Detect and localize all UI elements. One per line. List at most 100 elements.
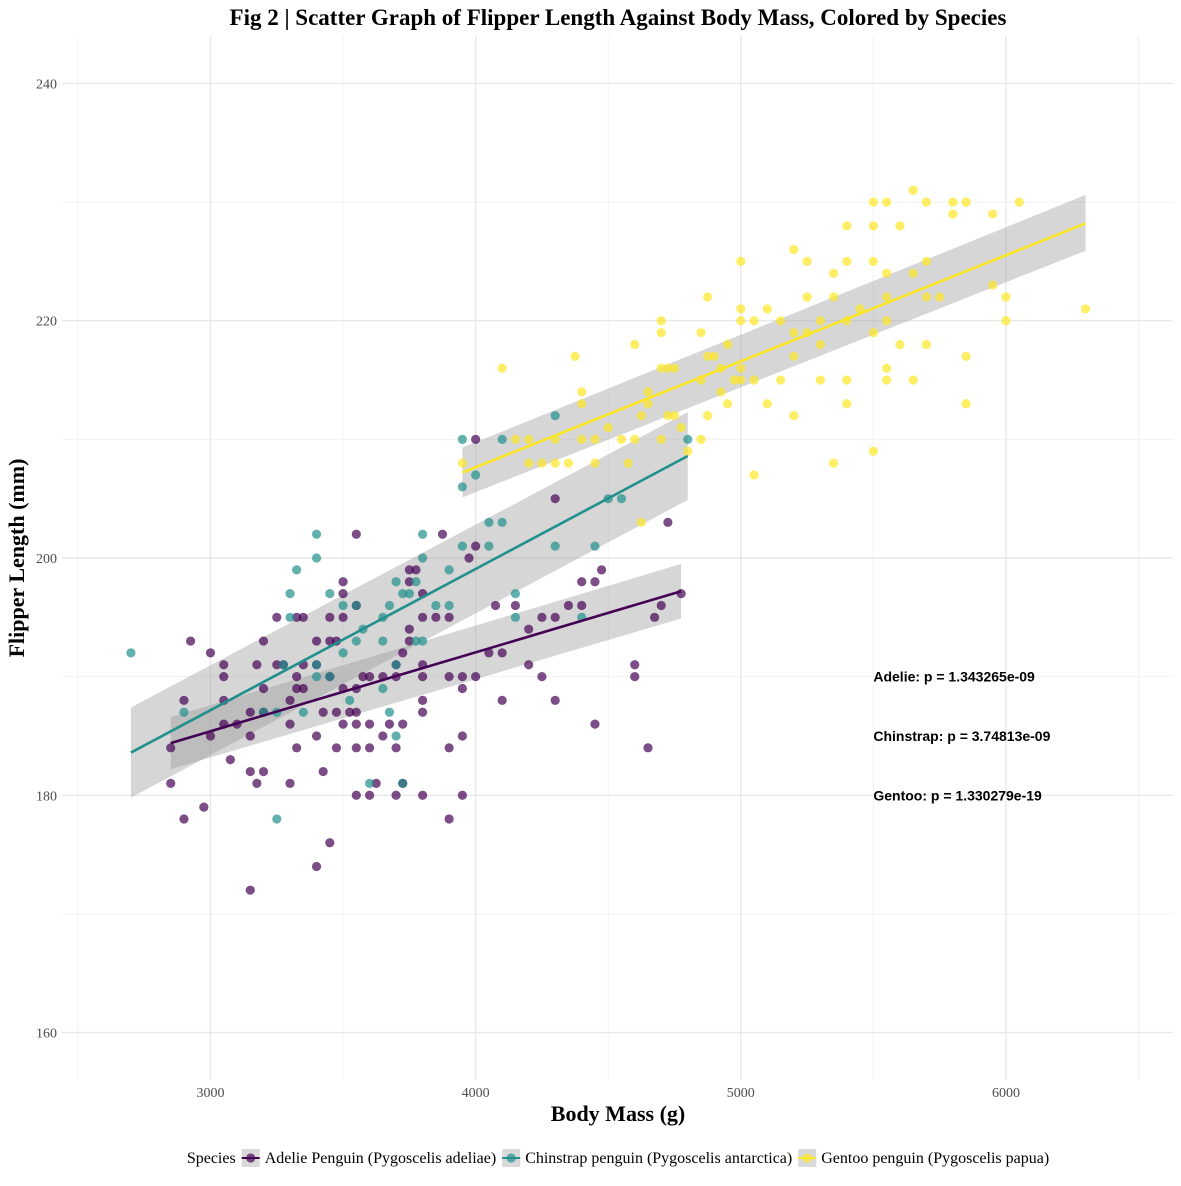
regression-line-1 xyxy=(130,454,689,754)
data-point xyxy=(351,529,361,539)
data-point xyxy=(709,351,719,361)
data-point xyxy=(311,861,322,872)
data-point xyxy=(630,672,640,682)
data-point xyxy=(384,600,395,611)
x-tick-label: 3000 xyxy=(196,1086,224,1101)
data-point xyxy=(656,316,666,326)
data-point xyxy=(437,529,448,539)
data-point xyxy=(736,316,746,326)
data-point xyxy=(338,588,348,599)
data-point xyxy=(205,731,216,741)
data-point xyxy=(868,327,878,338)
data-point xyxy=(663,363,673,373)
data-point xyxy=(364,743,375,753)
data-point xyxy=(444,814,454,824)
data-point xyxy=(669,411,680,421)
data-point xyxy=(311,731,322,741)
data-point xyxy=(278,660,289,670)
data-point xyxy=(338,577,348,587)
data-point xyxy=(563,600,574,611)
data-point xyxy=(351,636,361,646)
data-point xyxy=(318,707,328,717)
data-point xyxy=(444,600,454,611)
legend-key-0 xyxy=(241,1149,260,1167)
data-point xyxy=(988,209,998,219)
data-point xyxy=(510,600,521,611)
legend-key-point xyxy=(506,1153,516,1163)
data-point xyxy=(311,553,322,563)
data-point xyxy=(219,660,229,670)
data-point xyxy=(391,790,401,800)
data-point xyxy=(298,707,308,717)
legend-key-2 xyxy=(798,1149,817,1167)
data-point xyxy=(464,553,474,563)
data-point xyxy=(418,695,428,705)
data-point xyxy=(391,660,401,670)
legend-key-1 xyxy=(502,1149,521,1167)
data-point xyxy=(471,470,481,480)
data-point xyxy=(285,612,295,622)
data-point xyxy=(285,778,295,789)
data-point xyxy=(298,683,308,694)
data-point xyxy=(630,434,640,444)
data-point xyxy=(444,565,454,575)
data-point xyxy=(398,778,408,789)
data-point xyxy=(842,221,852,231)
legend-key-point xyxy=(802,1153,812,1163)
data-point xyxy=(882,375,892,385)
data-point xyxy=(272,660,282,670)
p-value-annotation: Adelie: p = 1.343265e-09 xyxy=(873,669,1035,685)
legend-title: Species xyxy=(187,1150,236,1167)
legend-label: Chinstrap penguin (Pygoscelis antarctica… xyxy=(525,1150,792,1167)
data-point xyxy=(298,612,308,622)
data-point xyxy=(252,660,262,670)
data-point xyxy=(471,672,481,682)
data-point xyxy=(749,470,759,480)
data-point xyxy=(398,588,408,599)
data-point xyxy=(444,672,454,682)
data-point xyxy=(364,790,375,800)
data-point xyxy=(1080,304,1091,314)
data-point xyxy=(882,292,892,302)
major-gridlines xyxy=(62,36,1173,1080)
data-point xyxy=(331,743,342,753)
data-point xyxy=(126,648,136,658)
data-point xyxy=(431,612,441,622)
data-point xyxy=(497,434,507,444)
data-point xyxy=(258,766,269,777)
data-point xyxy=(245,731,255,741)
data-point xyxy=(325,588,335,599)
data-point xyxy=(961,197,971,207)
data-point xyxy=(537,458,547,468)
data-point xyxy=(484,517,494,528)
data-point xyxy=(484,541,494,551)
data-point xyxy=(404,588,414,599)
data-point xyxy=(457,672,467,682)
data-point xyxy=(497,648,507,658)
data-point xyxy=(398,719,408,729)
x-tick-label: 6000 xyxy=(992,1086,1020,1101)
data-point xyxy=(656,434,666,444)
data-point xyxy=(524,660,534,670)
data-point xyxy=(325,636,335,646)
data-point xyxy=(882,268,892,278)
data-point xyxy=(1001,316,1011,326)
data-point xyxy=(683,434,693,444)
data-point xyxy=(292,672,302,682)
data-point xyxy=(411,577,421,587)
data-point xyxy=(371,778,381,789)
data-point xyxy=(457,458,467,468)
data-point xyxy=(457,434,467,444)
data-point xyxy=(166,778,176,789)
data-point xyxy=(842,375,852,385)
data-point xyxy=(683,446,693,456)
data-point xyxy=(577,399,587,409)
data-point xyxy=(762,304,772,314)
data-point xyxy=(570,351,580,361)
data-point xyxy=(921,256,932,267)
data-point xyxy=(199,802,209,812)
regression-line-0 xyxy=(170,589,682,745)
data-point xyxy=(921,197,932,207)
data-point xyxy=(908,375,918,385)
data-point xyxy=(590,434,600,444)
